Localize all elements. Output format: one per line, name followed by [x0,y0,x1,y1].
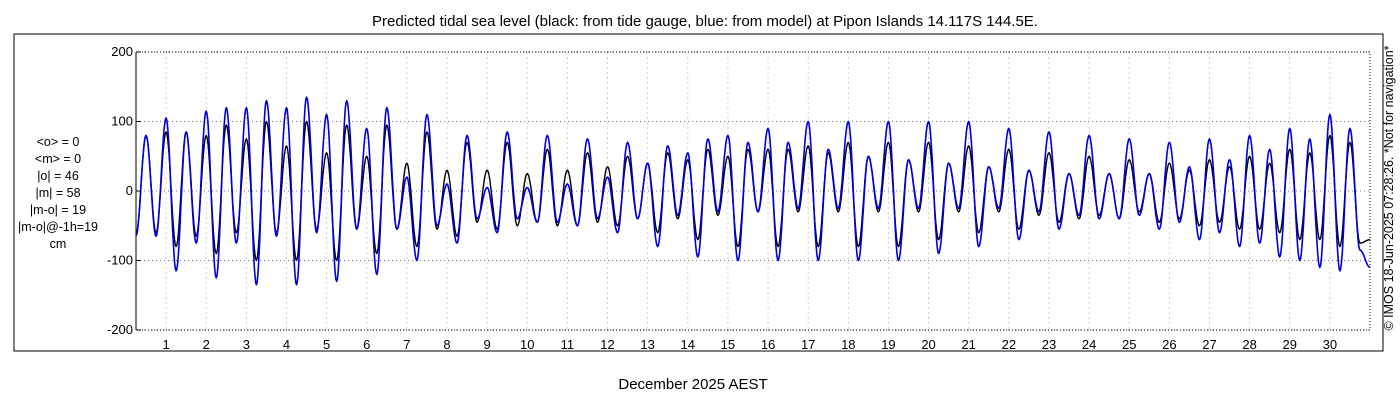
x-tick-label: 10 [520,337,534,352]
x-tick-label: 17 [801,337,815,352]
axis-layer [135,51,1371,331]
y-tick-label: 200 [111,44,133,59]
x-tick-label: 24 [1082,337,1096,352]
x-tick-label: 9 [484,337,491,352]
x-tick-label: 18 [841,337,855,352]
x-tick-label: 15 [721,337,735,352]
y-tick-label: 0 [126,183,133,198]
series-layer [135,96,1371,286]
x-tick-label: 22 [1002,337,1016,352]
x-tick-labels: 1 2 3 4 5 6 7 8 9 10 11 12 13 14 15 16 17 18 19 20 21 22 23 24 2… [162,337,1337,352]
y-tick-label: -100 [107,253,133,268]
stat-abs-diff: |m-o| = 19 [30,203,86,217]
x-tick-label: 5 [323,337,330,352]
stat-abs-model: |m| = 58 [35,186,80,200]
x-tick-label: 20 [921,337,935,352]
x-tick-label: 13 [640,337,654,352]
y-tick-label: 100 [111,114,133,129]
x-tick-label: 4 [283,337,290,352]
stat-mean-model: <m> = 0 [35,152,81,166]
x-axis-label: December 2025 AEST [618,376,767,393]
x-tick-label: 3 [243,337,250,352]
credit-notice: © IMOS 18-Jun-2025 07:28:26. *Not for na… [1382,45,1396,330]
chart-title: Predicted tidal sea level (black: from t… [372,13,1038,30]
x-tick-label: 19 [881,337,895,352]
x-tick-label: 8 [443,337,450,352]
stats-panel: <o> = 0 <m> = 0 |o| = 46 |m| = 58 |m-o| … [18,135,98,251]
x-tick-label: 30 [1323,337,1337,352]
series-line-model [135,96,1371,286]
x-tick-label: 27 [1202,337,1216,352]
x-tick-label: 23 [1042,337,1056,352]
x-tick-label: 25 [1122,337,1136,352]
x-tick-label: 1 [162,337,169,352]
x-tick-label: 29 [1283,337,1297,352]
y-tick-label: -200 [107,322,133,337]
x-tick-label: 7 [403,337,410,352]
x-tick-label: 14 [681,337,695,352]
x-tick-label: 6 [363,337,370,352]
outer-frame [13,33,1384,352]
stat-units: cm [50,237,67,251]
x-tick-label: 12 [600,337,614,352]
x-tick-label: 26 [1162,337,1176,352]
x-tick-label: 21 [961,337,975,352]
x-tick-label: 11 [561,337,575,352]
x-tick-label: 28 [1242,337,1256,352]
x-tick-label: 16 [761,337,775,352]
stat-abs-obs: |o| = 46 [37,169,79,183]
x-tick-label: 2 [203,337,210,352]
y-tick-labels: 200 100 0 -100 -200 [107,44,133,337]
stat-mean-obs: <o> = 0 [37,135,80,149]
stat-abs-diff-lag: |m-o|@-1h=19 [18,220,98,234]
